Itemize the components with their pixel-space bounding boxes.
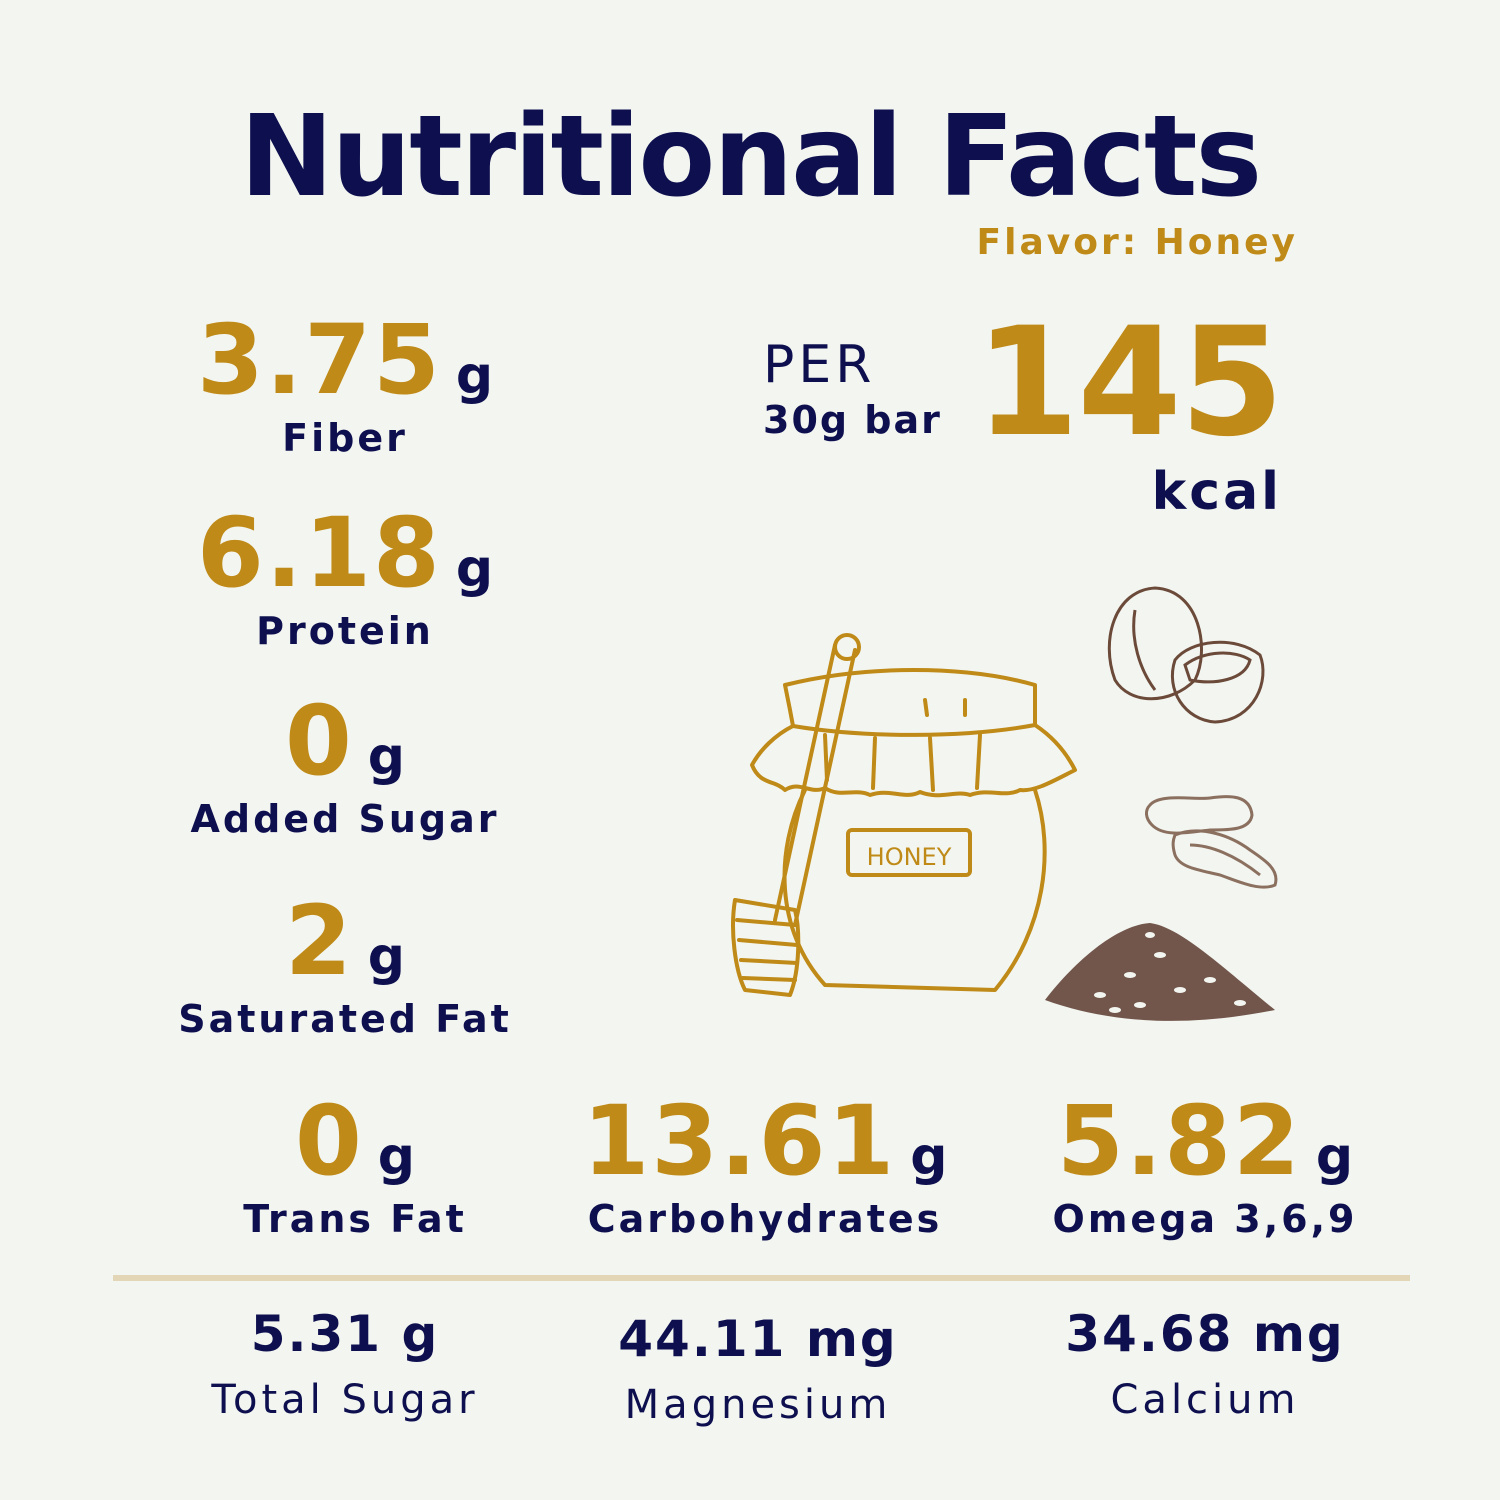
stat-unit: g xyxy=(455,539,494,599)
hazelnut-icon xyxy=(1107,586,1265,724)
stat-label: Protein xyxy=(256,609,434,653)
calories-value: 145 xyxy=(975,296,1284,470)
stat-unit: g xyxy=(367,927,406,987)
stat-carbohydrates: 13.61 g Carbohydrates xyxy=(555,1093,975,1241)
bottom-stat-calcium: 34.68 mg Calcium xyxy=(985,1305,1425,1423)
stat-label: Calcium xyxy=(1110,1377,1300,1423)
stat-value: 2 xyxy=(284,885,354,997)
stat-unit: g xyxy=(910,1127,948,1187)
divider xyxy=(113,1275,1410,1281)
per-label: PER xyxy=(763,335,876,395)
page-title: Nutritional Facts xyxy=(239,92,1262,222)
honey-jar-icon: HONEY xyxy=(731,633,1077,997)
bottom-stat-magnesium: 44.11 mg Magnesium xyxy=(538,1310,978,1428)
stat-label: Carbohydrates xyxy=(587,1197,943,1241)
stat-value: 5.31 g xyxy=(250,1305,440,1363)
stat-label: Magnesium xyxy=(624,1382,892,1428)
bottom-stat-total-sugar: 5.31 g Total Sugar xyxy=(125,1305,565,1423)
stat-label: Added Sugar xyxy=(190,797,500,841)
stat-label: Total Sugar xyxy=(211,1377,479,1423)
peanut-icon xyxy=(1145,795,1278,889)
stat-label: Omega 3,6,9 xyxy=(1052,1197,1358,1241)
stat-omega: 5.82 g Omega 3,6,9 xyxy=(995,1093,1415,1241)
stat-value: 3.75 xyxy=(196,304,442,416)
stat-value: 0 xyxy=(294,1085,364,1197)
stat-label: Trans Fat xyxy=(243,1197,467,1241)
jar-label: HONEY xyxy=(867,843,952,871)
stat-unit: g xyxy=(377,1127,416,1187)
calories-unit: kcal xyxy=(1151,462,1282,522)
stat-fiber: 3.75 g Fiber xyxy=(135,312,555,460)
stat-unit: g xyxy=(455,346,494,406)
stat-value: 6.18 xyxy=(196,497,442,609)
serving-size: 30g bar xyxy=(763,398,942,442)
stat-value: 5.82 xyxy=(1056,1085,1302,1197)
stat-label: Saturated Fat xyxy=(178,997,512,1041)
stat-unit: g xyxy=(1315,1127,1354,1187)
stat-protein: 6.18 g Protein xyxy=(135,505,555,653)
stat-value: 34.68 mg xyxy=(1065,1305,1345,1363)
stat-value: 0 xyxy=(284,685,354,797)
stat-label: Fiber xyxy=(282,416,408,460)
stat-value: 13.61 xyxy=(582,1085,897,1197)
stat-unit: g xyxy=(367,727,406,787)
seeds-pile-icon xyxy=(1045,923,1275,1021)
flavor-subtitle: Flavor: Honey xyxy=(976,222,1298,263)
stat-value: 44.11 mg xyxy=(618,1310,898,1368)
